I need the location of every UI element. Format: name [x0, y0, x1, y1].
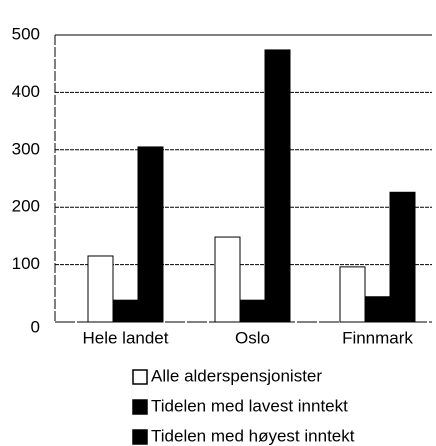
bar — [389, 191, 416, 323]
bar — [364, 296, 391, 323]
bar — [214, 236, 241, 323]
y-tick-label: 100 — [12, 254, 40, 273]
x-tick-label: Oslo — [235, 328, 270, 347]
legend-label: Tidelen med lavest inntekt — [151, 396, 348, 415]
y-tick-label: 200 — [12, 197, 40, 216]
legend-label: Tidelen med høyest inntekt — [151, 426, 355, 445]
bar — [264, 49, 291, 323]
bar — [339, 266, 366, 323]
legend-swatch — [132, 399, 148, 415]
y-tick-label: 0 — [31, 317, 40, 336]
bar — [239, 299, 266, 323]
bar — [112, 299, 139, 323]
legend-label: Alle alderspensjonister — [151, 366, 322, 385]
bar — [137, 146, 164, 323]
x-tick-label: Hele landet — [82, 328, 168, 347]
legend-swatch — [132, 369, 148, 385]
y-tick-label: 400 — [12, 82, 40, 101]
x-tick-label: Finnmark — [342, 328, 413, 347]
bar — [87, 255, 114, 323]
legend-swatch — [132, 429, 148, 445]
y-tick-label: 300 — [12, 139, 40, 158]
y-tick-label: 500 — [12, 24, 40, 43]
